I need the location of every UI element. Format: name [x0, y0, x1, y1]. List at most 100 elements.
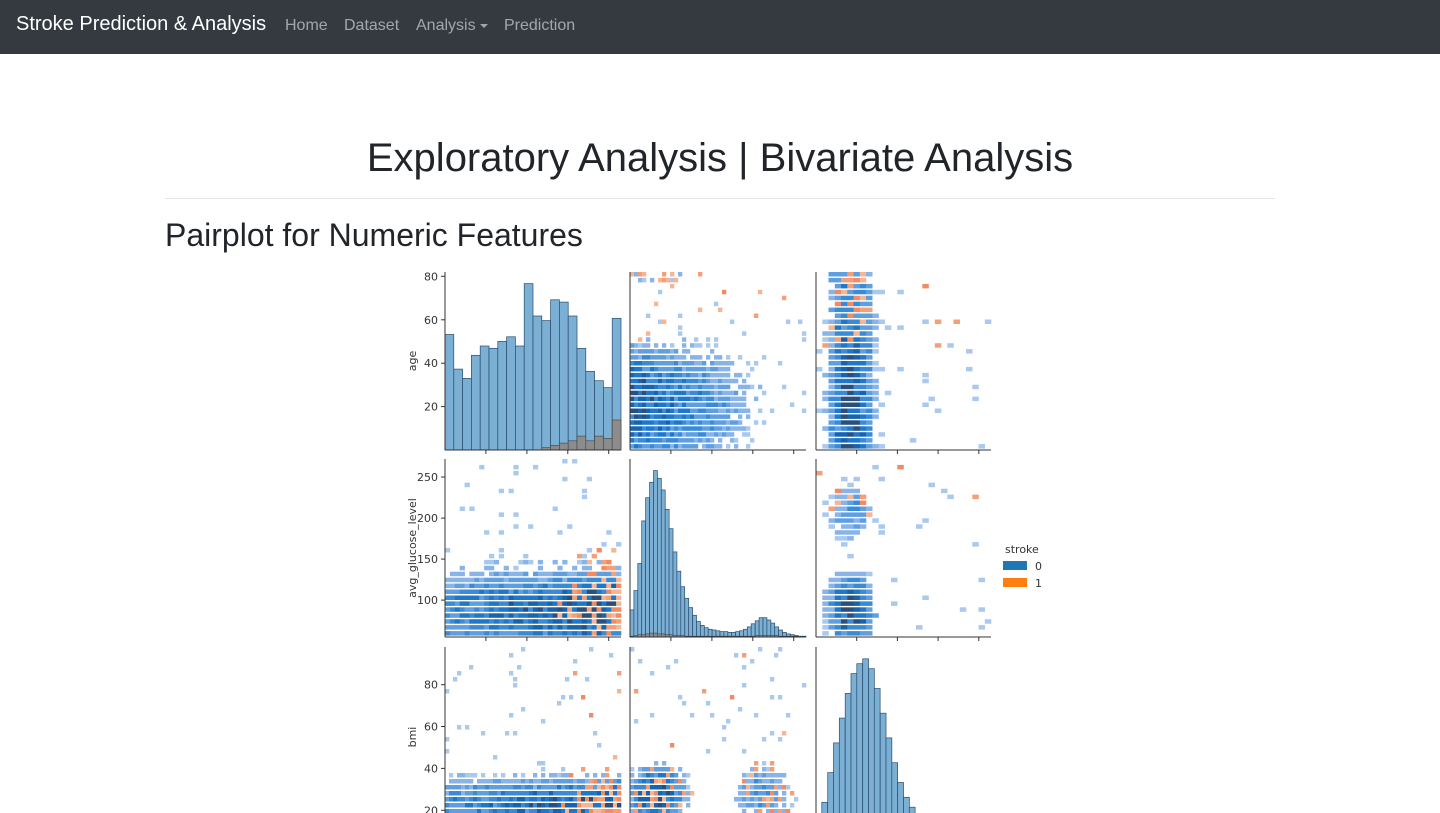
hist2d-cell — [847, 426, 854, 431]
hist2d-cell — [762, 773, 767, 778]
hist2d-cell — [596, 619, 602, 624]
hist2d-cell — [479, 619, 485, 624]
avg_glucose_level-hist-bar-stroke-0 — [754, 620, 760, 638]
hist2d-cell — [454, 601, 460, 606]
hist2d-cell — [762, 767, 767, 772]
hist2d-cell — [698, 414, 703, 419]
hist2d-cell — [828, 589, 835, 594]
hist2d-cell — [518, 619, 524, 624]
hist2d-cell — [828, 432, 835, 437]
hist2d-cell — [503, 601, 509, 606]
hist2d-cell — [593, 797, 598, 802]
hist2d-cell — [581, 607, 588, 612]
hist2d-cell — [533, 571, 539, 577]
hist2d-cell — [662, 414, 667, 419]
hist2d-cell — [501, 791, 506, 796]
hist2d-cell — [841, 613, 848, 618]
y-tick-label: 250 — [417, 471, 438, 484]
hist2d-cell — [718, 390, 723, 396]
hist2d-cell — [678, 372, 683, 378]
hist2d-cell — [650, 277, 655, 283]
hist2d-cell — [710, 438, 715, 443]
y-tick-label: 60 — [424, 314, 438, 327]
hist2d-cell — [978, 577, 985, 583]
hist2d-cell — [457, 809, 462, 813]
hist2d-cell — [503, 619, 509, 624]
hist2d-cell — [778, 809, 783, 813]
hist2d-cell — [834, 325, 842, 330]
hist2d-cell — [553, 809, 558, 813]
hist2d-cell — [577, 791, 582, 796]
hist2d-cell — [666, 773, 671, 778]
hist2d-cell — [642, 343, 647, 348]
hist2d-cell — [545, 785, 550, 790]
hist2d-cell — [841, 396, 848, 402]
hist2d-cell — [638, 343, 643, 348]
hist2d-cell — [670, 272, 675, 277]
hist2d-cell — [481, 797, 486, 802]
hist2d-cell — [859, 420, 867, 425]
hist2d-cell — [841, 619, 848, 624]
hist2d-cell — [513, 577, 519, 583]
hist2d-cell — [529, 785, 534, 790]
hist2d-cell — [878, 289, 885, 295]
nav-home[interactable]: Home — [285, 17, 328, 34]
hist2d-cell — [616, 595, 622, 600]
hist2d-cell — [742, 396, 747, 402]
hist2d-cell — [718, 444, 723, 449]
hist2d-cell — [513, 601, 519, 606]
hist2d-cell — [513, 589, 519, 594]
hist2d-cell — [630, 343, 635, 348]
hist2d-cell — [638, 361, 643, 366]
hist2d-cell — [730, 432, 735, 437]
hist2d-cell — [690, 390, 695, 396]
hist2d-cell — [872, 378, 879, 384]
bmi-hist-bar-stroke-0 — [821, 801, 828, 813]
hist2d-cell — [591, 553, 597, 559]
hist2d-cell — [601, 785, 606, 790]
hist2d-cell — [746, 773, 751, 778]
hist2d-cell — [738, 707, 743, 712]
nav-dataset[interactable]: Dataset — [344, 17, 400, 34]
hist2d-cell — [834, 390, 842, 396]
hist2d-cell — [847, 444, 854, 449]
hist2d-cell — [878, 476, 885, 482]
hist2d-cell — [847, 307, 854, 313]
hist2d-cell — [591, 601, 597, 606]
hist2d-cell — [706, 378, 711, 384]
hist2d-cell — [662, 809, 667, 813]
hist2d-cell — [493, 595, 500, 600]
hist2d-cell — [828, 414, 835, 419]
hist2d-cell — [853, 283, 860, 289]
hist2d-cell — [542, 595, 548, 600]
hist2d-cell — [841, 494, 848, 500]
nav-analysis-dropdown[interactable]: Analysis — [416, 17, 488, 35]
hist2d-cell — [654, 432, 659, 437]
hist2d-cell — [853, 408, 860, 413]
hist2d-cell — [710, 384, 715, 390]
hist2d-cell — [841, 355, 848, 360]
hist2d-cell — [572, 583, 578, 589]
hist2d-cell — [523, 559, 529, 565]
bmi-hist-bar-stroke-0 — [879, 712, 887, 813]
nav-analysis-label: Analysis — [416, 17, 476, 34]
hist2d-cell — [834, 583, 842, 589]
hist2d-cell — [513, 619, 519, 624]
hist2d-cell — [853, 301, 860, 307]
hist2d-cell — [853, 631, 860, 636]
nav-prediction[interactable]: Prediction — [504, 17, 576, 34]
hist2d-cell — [698, 366, 703, 372]
hist2d-cell — [541, 761, 546, 766]
hist2d-cell — [678, 803, 683, 808]
hist2d-cell — [505, 797, 510, 802]
hist2d-cell — [730, 438, 735, 443]
hist2d-cell — [853, 319, 860, 324]
hist2d-cell — [822, 396, 829, 402]
hist2d-cell — [593, 773, 598, 778]
hist2d-cell — [508, 589, 514, 594]
bmi-hist-bar-stroke-0 — [856, 663, 863, 813]
hist2d-cell — [449, 589, 456, 594]
brand-link[interactable]: Stroke Prediction & Analysis — [16, 13, 267, 35]
hist2d-cell — [714, 444, 719, 449]
hist2d-cell — [630, 372, 635, 378]
